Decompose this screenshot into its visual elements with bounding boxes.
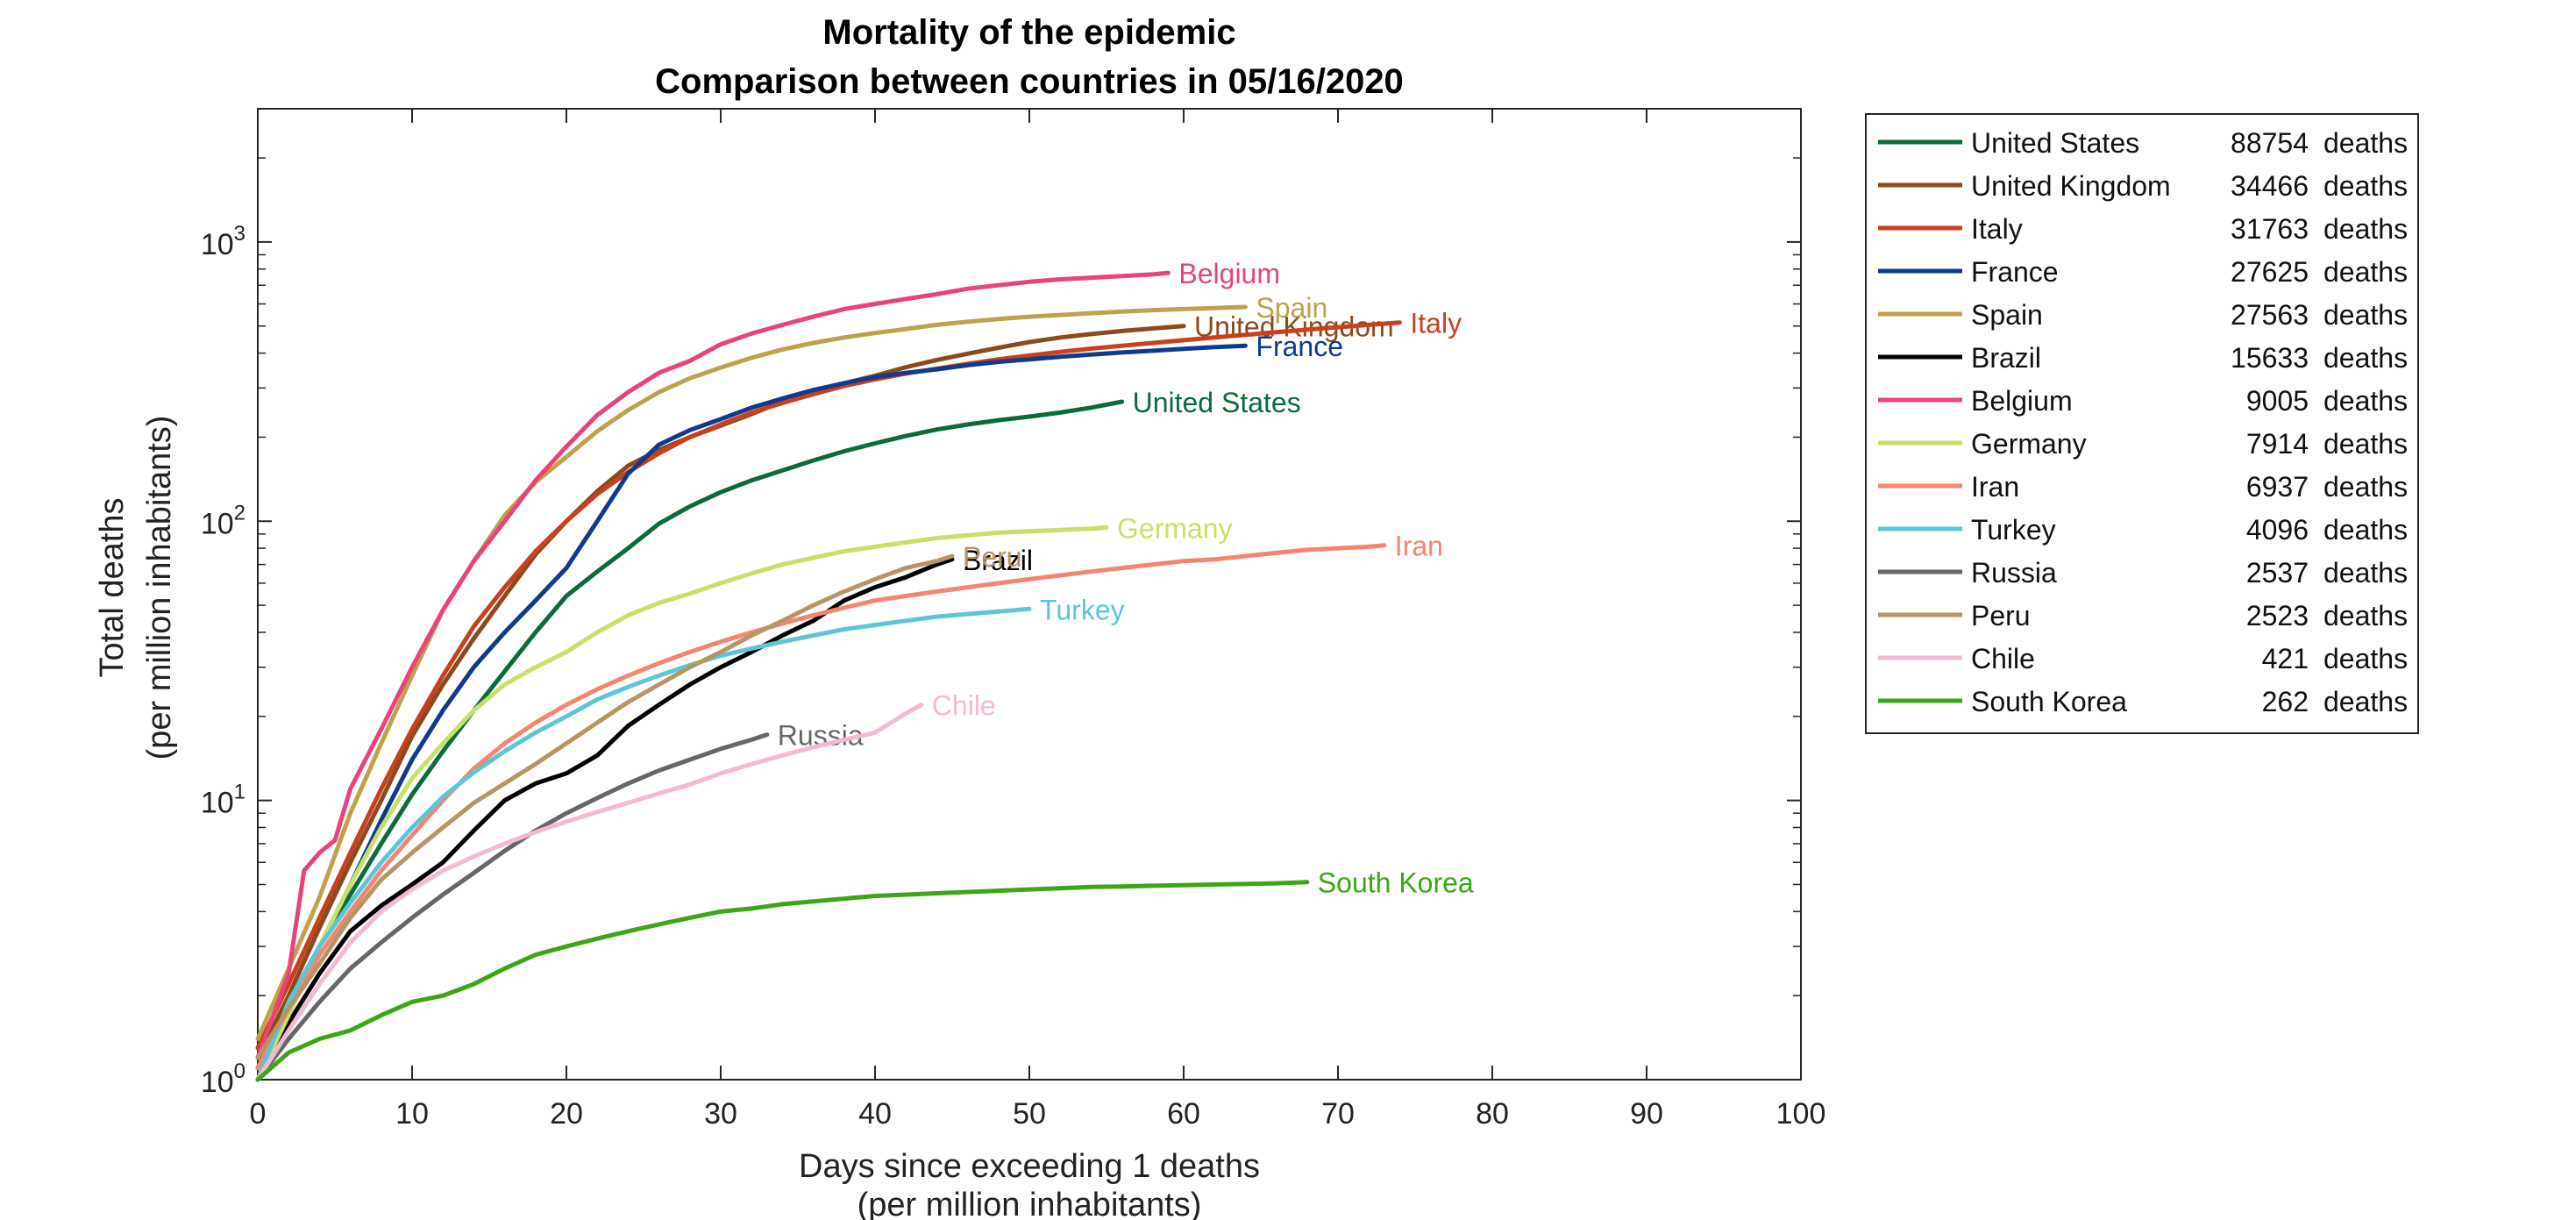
legend-death-count: 88754 (2231, 127, 2309, 159)
y-tick-base: 10 (201, 507, 234, 540)
series-line-united-states (255, 399, 1125, 1071)
legend-death-count: 4096 (2246, 514, 2309, 546)
y-tick-exponent: 1 (234, 781, 246, 804)
legend-death-count: 27625 (2231, 256, 2309, 288)
legend-death-count: 34466 (2231, 170, 2309, 202)
plot-area: 0 10 20 30 40 50 60 70 80 90 100100101102103United… (201, 108, 1826, 1131)
x-tick-label: 60 (1167, 1097, 1200, 1131)
legend-unit: deaths (2323, 471, 2408, 503)
series-end-label: Germany (1117, 512, 1233, 544)
legend-series-name: Turkey (1971, 514, 2056, 546)
legend-death-count: 31763 (2231, 213, 2309, 245)
y-tick-label: 100 (201, 1059, 246, 1099)
legend-series-name: Chile (1971, 643, 2035, 674)
legend-death-count: 6937 (2246, 471, 2309, 503)
legend-death-count: 7914 (2246, 428, 2309, 460)
series-line-italy (255, 320, 1402, 1051)
y-tick-exponent: 2 (234, 501, 246, 524)
y-axis-label-line1: Total deaths (94, 498, 131, 678)
series-end-label: Chile (932, 690, 996, 722)
x-tick-label: 10 (395, 1097, 429, 1131)
legend-unit: deaths (2323, 600, 2408, 631)
y-axis-label-line2: (per million inhabitants) (141, 416, 178, 760)
series-line-russia (255, 732, 770, 1082)
legend-death-count: 421 (2262, 643, 2309, 674)
y-tick-label: 101 (201, 781, 246, 820)
series-line-turkey (255, 606, 1032, 1082)
legend-death-count: 2537 (2246, 557, 2309, 589)
legend-death-count: 27563 (2231, 299, 2309, 331)
y-tick-base: 10 (201, 1066, 234, 1099)
y-tick-exponent: 0 (234, 1059, 246, 1083)
legend-series-name: Peru (1971, 600, 2031, 631)
legend-series-name: United States (1971, 127, 2139, 159)
y-tick-exponent: 3 (234, 222, 246, 246)
x-tick-label: 80 (1476, 1097, 1509, 1131)
legend-unit: deaths (2323, 299, 2408, 331)
legend-unit: deaths (2323, 213, 2408, 245)
legend-death-count: 9005 (2246, 385, 2309, 417)
legend-series-name: Brazil (1971, 342, 2041, 374)
series-end-label: Belgium (1178, 258, 1280, 289)
series-line-spain (255, 304, 1248, 1041)
legend-unit: deaths (2323, 686, 2408, 717)
legend-series-name: Germany (1971, 428, 2087, 460)
x-axis-label-line1: Days since exceeding 1 deaths (799, 1148, 1260, 1185)
legend-unit: deaths (2323, 385, 2408, 417)
x-tick-label: 100 (1776, 1097, 1826, 1131)
series-line-france (255, 343, 1248, 1071)
x-tick-label: 20 (550, 1097, 583, 1131)
series-end-label: South Korea (1318, 867, 1474, 899)
x-tick-label: 30 (704, 1097, 737, 1131)
x-tick-label: 0 (250, 1097, 267, 1131)
legend-series-name: United Kingdom (1971, 170, 2171, 202)
legend-series-name: Russia (1971, 557, 2057, 589)
legend: United States 88754 deaths United Kingdom 34… (1865, 113, 2419, 734)
series-end-label: Spain (1256, 292, 1327, 324)
legend-unit: deaths (2323, 514, 2408, 546)
y-tick-base: 10 (201, 228, 234, 261)
legend-unit: deaths (2323, 428, 2408, 460)
x-tick-label: 90 (1630, 1097, 1663, 1131)
series-end-label: Iran (1395, 531, 1443, 562)
legend-series-name: Spain (1971, 299, 2043, 331)
legend-box (1865, 113, 2419, 734)
x-tick-label: 40 (858, 1097, 892, 1131)
legend-series-name: Iran (1971, 471, 2019, 503)
legend-death-count: 262 (2262, 686, 2309, 717)
legend-unit: deaths (2323, 127, 2408, 159)
series-end-label: Peru (963, 541, 1022, 573)
legend-death-count: 2523 (2246, 600, 2309, 631)
legend-unit: deaths (2323, 557, 2408, 589)
legend-unit: deaths (2323, 643, 2408, 674)
y-tick-label: 103 (201, 222, 246, 261)
chart-title-line1: Mortality of the epidemic (822, 13, 1235, 52)
series-line-belgium (255, 270, 1171, 1060)
y-tick-base: 10 (201, 787, 234, 820)
legend-series-name: Italy (1971, 213, 2023, 245)
legend-death-count: 15633 (2231, 342, 2309, 374)
legend-series-name: France (1971, 256, 2059, 288)
series-line-south-korea (255, 880, 1310, 1082)
chart-title-line2: Comparison between countries in 05/16/20… (655, 62, 1404, 101)
x-axis-label-line2: (per million inhabitants) (857, 1187, 1202, 1220)
series-end-label: United States (1133, 387, 1301, 418)
series-line-brazil (255, 557, 955, 1082)
series-line-germany (255, 524, 1109, 1082)
legend-unit: deaths (2323, 170, 2408, 202)
y-tick-label: 102 (201, 501, 246, 540)
series-end-label: Brazil (963, 545, 1033, 576)
series-end-label: Italy (1410, 308, 1462, 339)
legend-series-name: South Korea (1971, 686, 2127, 717)
legend-series-name: Belgium (1971, 385, 2073, 417)
x-tick-label: 50 (1013, 1097, 1046, 1131)
series-end-label: France (1256, 331, 1343, 362)
legend-unit: deaths (2323, 342, 2408, 374)
series-line-chile (255, 703, 924, 1082)
legend-unit: deaths (2323, 256, 2408, 288)
series-end-label: Turkey (1040, 594, 1125, 625)
x-tick-label: 70 (1321, 1097, 1355, 1131)
series-line-peru (255, 553, 955, 1060)
